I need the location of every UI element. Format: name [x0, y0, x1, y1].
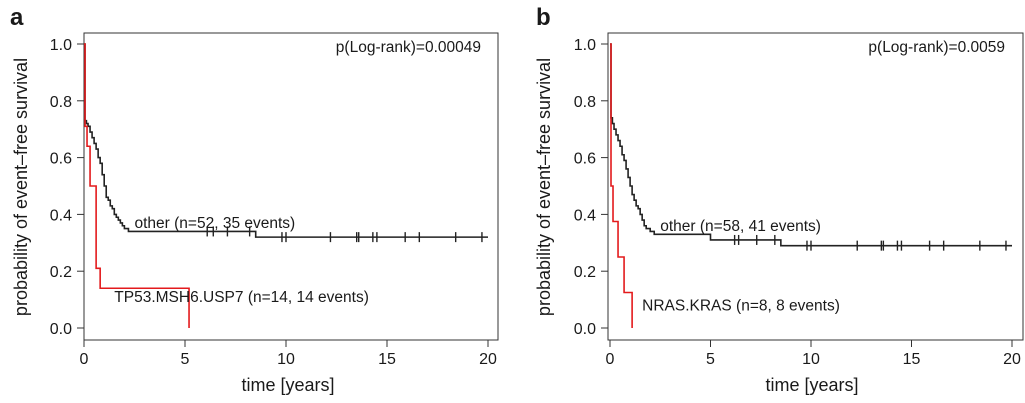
panel-b-series-1-label: NRAS.KRAS (n=8, 8 events)	[642, 297, 840, 314]
panel-a-x-tick-label: 10	[277, 351, 295, 368]
panel-a-x-tick-label: 15	[378, 351, 396, 368]
panel-b-x-axis-label: time [years]	[765, 375, 858, 395]
panel-b-y-tick-label: 0.6	[574, 151, 596, 168]
panel-a-y-tick-label: 0.8	[50, 94, 72, 111]
panel-a-series-0-line	[84, 43, 488, 238]
panel-b-y-tick-label: 0.4	[574, 207, 596, 224]
panel-a-label: a	[10, 4, 24, 31]
panel-a-y-tick-label: 0.6	[50, 151, 72, 168]
panel-b-plot-frame	[607, 32, 1024, 341]
panel-b-series-0-label: other (n=58, 41 events)	[660, 218, 821, 235]
panel-b: b probability of event–free survival tim…	[534, 4, 1024, 395]
panel-a-x-tick-label: 5	[181, 351, 190, 368]
panel-a-series-1-line	[84, 43, 190, 328]
panel-b-y-tick-label: 0.8	[574, 94, 596, 111]
panel-a-y-axis-label: probability of event–free survival	[11, 58, 31, 316]
panel-a-series-1-label: TP53.MSH6.USP7 (n=14, 14 events)	[114, 289, 369, 306]
panel-b-plot-area: 0 5 10 15 20 0.0 0.2 0.4 0.6 0.8 1.0 other (n=58, 4…	[574, 32, 1024, 368]
panel-b-series-0-line	[610, 43, 1012, 247]
panel-b-x-tick-label: 0	[606, 351, 615, 368]
panel-a-plot-frame	[83, 32, 499, 341]
panel-a-pvalue: p(Log-rank)=0.00049	[336, 39, 481, 56]
panel-b-y-tick-label: 0.2	[574, 264, 596, 281]
panel-a-x-tick-label: 20	[479, 351, 497, 368]
panel-b-y-tick-label: 1.0	[574, 37, 596, 54]
panel-b-series-1-line	[610, 43, 633, 328]
panel-a-y-tick-label: 0.2	[50, 264, 72, 281]
panel-a-y-tick-label: 0.4	[50, 207, 72, 224]
panel-a-plot-area: 0 5 10 15 20 0.0 0.2 0.4 0.6 0.8 1.0 other (n=52, 3…	[50, 32, 499, 368]
panel-b-x-tick-label: 20	[1003, 351, 1021, 368]
panel-b-x-tick-label: 10	[802, 351, 820, 368]
panel-a-x-axis-label: time [years]	[241, 375, 334, 395]
panel-b-x-tick-label: 5	[706, 351, 715, 368]
panel-b-label: b	[536, 4, 551, 31]
panel-b-y-tick-label: 0.0	[574, 321, 596, 338]
panel-a: a probability of event–free survival tim…	[10, 4, 499, 395]
panel-b-y-axis-label: probability of event–free survival	[534, 58, 554, 316]
panel-a-y-tick-label: 0.0	[50, 321, 72, 338]
panel-a-series-0-label: other (n=52, 35 events)	[135, 215, 296, 232]
panel-a-y-tick-label: 1.0	[50, 37, 72, 54]
panel-b-pvalue: p(Log-rank)=0.0059	[868, 39, 1005, 56]
panel-a-x-tick-label: 0	[80, 351, 89, 368]
panel-b-x-tick-label: 15	[903, 351, 921, 368]
